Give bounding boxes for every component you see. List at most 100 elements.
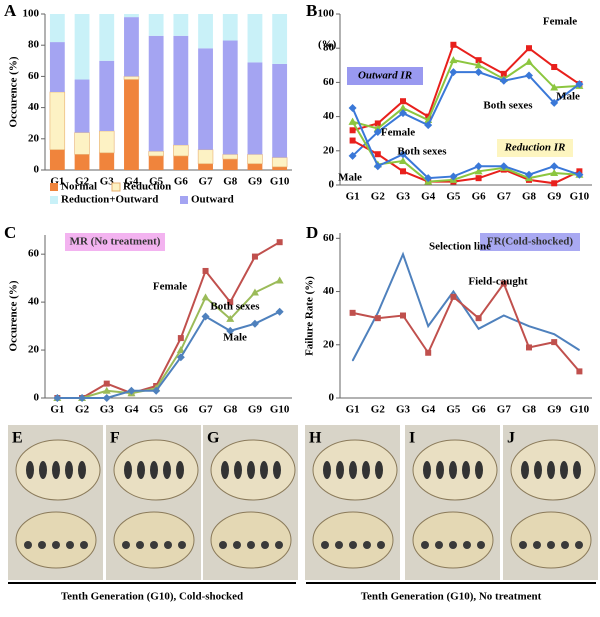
x-tick-label: G7	[199, 404, 214, 416]
marker	[503, 315, 505, 316]
bar-segment	[148, 155, 164, 170]
annotation: Female	[381, 127, 415, 139]
spot	[573, 461, 581, 479]
panel-label: A	[4, 1, 17, 20]
photo-label: I	[409, 430, 415, 447]
chart-title: MR (No treatment)	[70, 236, 161, 248]
marker	[528, 325, 530, 327]
x-tick-label: G2	[371, 404, 386, 416]
marker	[250, 319, 259, 328]
annotation: Both sexes	[397, 146, 447, 158]
y-tick-label: 40	[323, 110, 335, 122]
y-tick-label: 20	[28, 344, 40, 356]
y-tick-label: 0	[329, 179, 335, 191]
y-axis-label: Occurence (%)	[8, 280, 20, 351]
marker	[227, 299, 234, 306]
bar-segment	[99, 14, 115, 61]
x-tick-label: G10	[270, 176, 290, 188]
marker	[551, 339, 558, 346]
marker	[352, 360, 354, 362]
marker	[202, 267, 209, 274]
marker	[226, 326, 235, 335]
bar-segment	[148, 35, 164, 152]
line	[351, 121, 580, 183]
marker	[550, 162, 559, 171]
spot	[335, 541, 343, 549]
x-tick-label: G9	[547, 191, 562, 203]
x-tick-label: G8	[223, 404, 238, 416]
y-tick-label: 40	[28, 101, 40, 113]
x-tick-label: G5	[149, 404, 164, 416]
spot	[78, 461, 86, 479]
bar-segment	[271, 157, 288, 168]
line	[57, 241, 281, 399]
spot	[363, 541, 371, 549]
line	[351, 71, 580, 157]
x-tick-label: G2	[75, 404, 90, 416]
bar-segment	[247, 62, 263, 155]
bar-segment	[198, 48, 213, 150]
legend-label: Normal	[61, 181, 97, 193]
marker	[373, 162, 382, 171]
y-axis-label: Failure Rate (%)	[304, 276, 316, 356]
marker	[103, 380, 110, 387]
marker	[449, 172, 458, 181]
x-tick-label: G9	[248, 176, 263, 188]
bar-segment	[222, 159, 238, 170]
y-tick-label: 0	[34, 392, 40, 404]
bar-segment	[272, 166, 288, 170]
caption: Tenth Generation (G10), No treatment	[361, 591, 542, 603]
bar-segment	[49, 14, 65, 43]
y-tick-label: 60	[28, 70, 40, 82]
marker	[424, 174, 433, 183]
spot	[273, 461, 281, 479]
marker	[374, 120, 381, 127]
marker	[550, 98, 559, 107]
wing	[113, 511, 195, 569]
marker	[250, 288, 259, 296]
bar-segment	[99, 60, 115, 131]
marker	[499, 76, 508, 85]
marker	[53, 394, 62, 402]
marker	[474, 61, 483, 69]
marker	[526, 344, 532, 351]
spot	[65, 461, 73, 479]
title-box	[480, 233, 580, 251]
marker	[348, 117, 357, 125]
spot	[349, 541, 357, 549]
y-tick-label: 100	[23, 8, 40, 20]
marker	[474, 162, 483, 171]
x-tick-label: G5	[149, 176, 164, 188]
x-tick-label: G4	[421, 191, 436, 203]
x-tick-label: G10	[570, 404, 590, 416]
bar-segment	[74, 154, 90, 170]
marker	[500, 70, 507, 77]
bar-segment	[74, 79, 90, 133]
bar-segment	[123, 76, 140, 80]
spot	[477, 541, 485, 549]
marker	[176, 353, 185, 362]
annotation: Male	[338, 172, 362, 184]
y-tick-label: 20	[323, 144, 335, 156]
bar-segment	[99, 152, 115, 170]
annotation: Selection line	[429, 241, 491, 253]
x-tick-label: G2	[75, 176, 90, 188]
bar-segment	[247, 14, 263, 63]
wing	[412, 511, 494, 569]
bar-segment	[49, 149, 65, 170]
x-tick-label: G5	[446, 404, 461, 416]
bar-segment	[49, 91, 66, 151]
marker	[349, 137, 356, 144]
marker	[276, 239, 283, 246]
x-tick-label: G6	[174, 404, 189, 416]
marker	[275, 307, 284, 316]
spot	[362, 461, 370, 479]
marker	[402, 253, 404, 255]
spot	[377, 541, 385, 549]
spot	[176, 461, 184, 479]
y-tick-label: 40	[323, 285, 335, 297]
spot	[321, 541, 329, 549]
y-tick-label: 60	[323, 232, 335, 244]
marker	[374, 315, 381, 322]
marker	[551, 180, 558, 187]
